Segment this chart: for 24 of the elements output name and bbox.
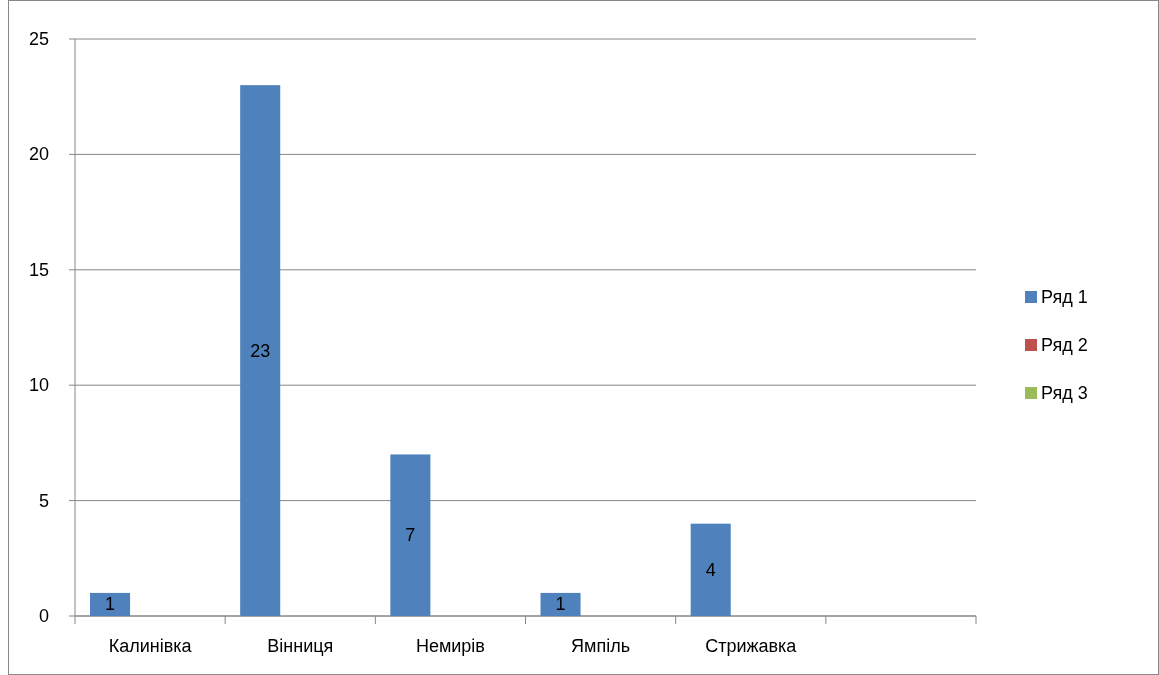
bar: [690, 523, 731, 616]
x-tick-label: Калинівка: [108, 636, 193, 656]
y-tick-label: 15: [28, 259, 49, 280]
bar: [390, 454, 431, 616]
x-tick-label: Немирів: [415, 636, 485, 656]
y-tick-label: 20: [28, 144, 49, 165]
bar: [240, 85, 281, 616]
legend-label: Ряд 3: [1041, 383, 1088, 403]
data-label: 7: [405, 525, 416, 546]
x-tick-label: Вінниця: [267, 636, 334, 656]
data-label: 1: [105, 594, 116, 615]
legend-label: Ряд 1: [1041, 287, 1088, 307]
x-tick-label: Ямпіль: [571, 636, 631, 656]
data-label: 23: [250, 340, 271, 361]
bar: [90, 592, 131, 616]
y-tick-label: 10: [28, 375, 49, 396]
y-tick-label: 25: [28, 29, 49, 49]
legend-label: Ряд 2: [1041, 335, 1088, 355]
x-tick-label: Стрижавка: [705, 636, 798, 656]
bar: [540, 592, 581, 616]
y-tick-label: 0: [38, 606, 49, 626]
y-tick-label: 5: [38, 490, 49, 511]
data-label: 1: [555, 594, 566, 615]
data-label: 4: [705, 559, 716, 580]
